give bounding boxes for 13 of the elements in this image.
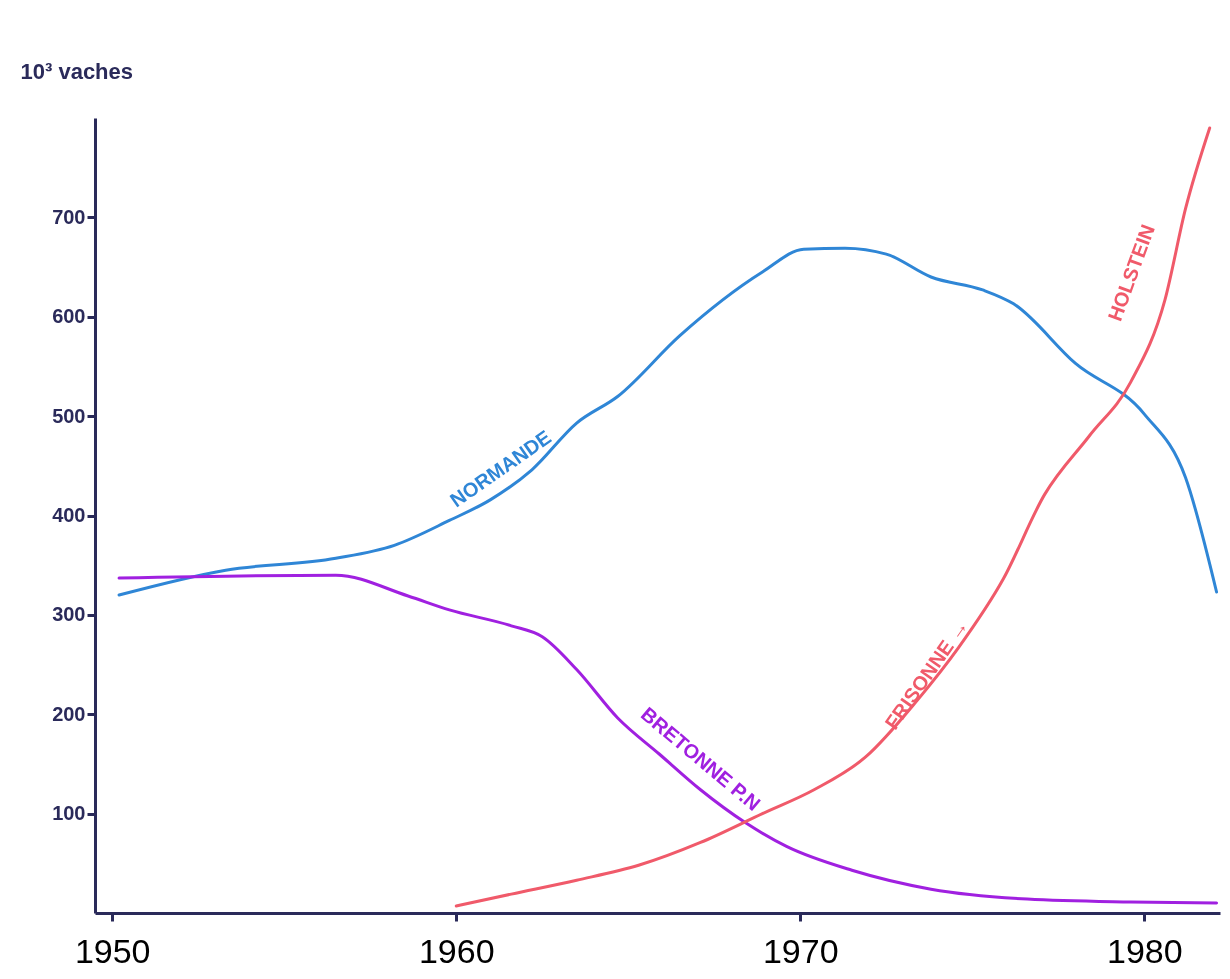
x-tick-label: 1950: [74, 931, 151, 970]
x-tick-label: 1960: [418, 931, 495, 970]
y-tick-label: 200: [52, 702, 86, 725]
y-tick-label: 700: [52, 205, 86, 228]
y-axis-title: 10³ vaches: [20, 58, 134, 84]
y-tick-label: 100: [52, 802, 86, 825]
y-tick-label: 300: [52, 603, 86, 626]
y-tick-label: 500: [52, 404, 86, 427]
line-series: [117, 573, 1219, 905]
x-tick-label: 1970: [762, 931, 839, 970]
x-tick-label: 1980: [1106, 931, 1183, 970]
y-tick-label: 400: [52, 504, 86, 526]
y-tick-label: 600: [52, 305, 86, 328]
